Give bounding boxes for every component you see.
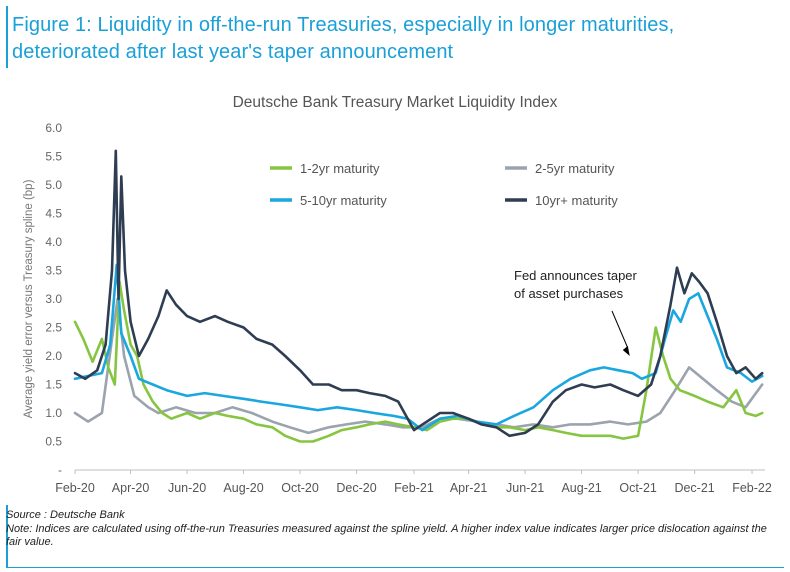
series-line-10yr-maturity [73, 149, 764, 438]
series-line-1-2yr-maturity [73, 280, 764, 443]
liquidity-line-chart: Deutsche Bank Treasury Market Liquidity … [23, 94, 772, 495]
series-line-2-5yr-maturity [73, 297, 764, 435]
y-tick-label: 4.0 [45, 235, 62, 249]
footer-frame [6, 505, 784, 568]
x-tick-label: Apr-21 [450, 481, 488, 495]
x-tick-label: Oct-21 [619, 481, 657, 495]
annotation-arrow-head [622, 346, 630, 356]
annotation-text-line1: Fed announces taper [514, 268, 638, 283]
x-tick-label: Feb-21 [394, 481, 434, 495]
chart-title: Deutsche Bank Treasury Market Liquidity … [233, 94, 558, 111]
y-tick-label: 1.5 [45, 378, 62, 392]
y-tick-label: 3.5 [45, 264, 62, 278]
y-axis-label: Average yield error versus Treasury spli… [23, 179, 35, 418]
y-tick-label: 5.0 [45, 178, 62, 192]
annotation-arrow-line [611, 310, 629, 349]
legend-label: 10yr+ maturity [535, 193, 618, 208]
x-tick-label: Feb-22 [732, 481, 772, 495]
x-tick-label: Jun-20 [168, 481, 206, 495]
x-tick-label: Dec-20 [336, 481, 376, 495]
x-tick-label: Jun-21 [506, 481, 544, 495]
x-tick-label: Aug-20 [223, 481, 263, 495]
legend-label: 1-2yr maturity [300, 161, 380, 176]
figure-title: Figure 1: Liquidity in off-the-run Treas… [12, 14, 675, 63]
note-text: Note: Indices are calculated using off-t… [6, 523, 767, 548]
source-text: Source : Deutsche Bank [6, 509, 125, 521]
y-tick-label: 4.5 [45, 207, 62, 221]
annotation-text-line2: of asset purchases [514, 286, 624, 301]
y-tick-label: 3.0 [45, 292, 62, 306]
figure-title-frame [6, 6, 784, 68]
y-tick-label: 1.0 [45, 406, 62, 420]
y-tick-label: 2.0 [45, 349, 62, 363]
y-tick-label: 6.0 [45, 121, 62, 135]
y-tick-label: - [58, 463, 62, 477]
y-tick-label: 0.5 [45, 435, 62, 449]
x-tick-label: Apr-20 [112, 481, 150, 495]
x-tick-label: Oct-20 [281, 481, 319, 495]
x-tick-label: Aug-21 [561, 481, 601, 495]
y-tick-label: 5.5 [45, 150, 62, 164]
y-tick-label: 2.5 [45, 321, 62, 335]
legend-label: 5-10yr maturity [300, 193, 387, 208]
x-tick-label: Dec-21 [674, 481, 714, 495]
series-line-5-10yr-maturity [73, 263, 764, 432]
x-tick-label: Feb-20 [55, 481, 95, 495]
chart-container: Deutsche Bank Treasury Market Liquidity … [0, 78, 790, 503]
legend-label: 2-5yr maturity [535, 161, 615, 176]
